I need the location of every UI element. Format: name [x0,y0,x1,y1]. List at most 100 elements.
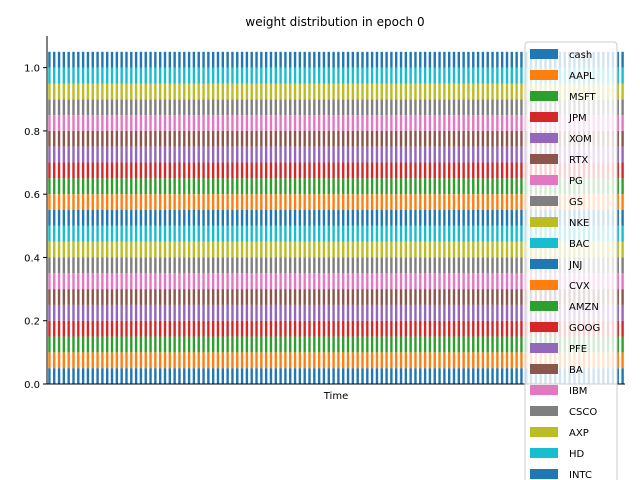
chart-title: weight distribution in epoch 0 [245,15,424,29]
bar-segment-pfe [115,146,119,163]
bar-segment-aapl [115,352,119,369]
bar-segment-xom [207,304,210,321]
bar-segment-axp [48,83,51,100]
bar-segment-rtx [216,289,220,305]
bar-stack [279,51,282,384]
bar-segment-jpm [245,320,249,337]
bar-segment-pg [298,273,302,290]
bar-segment-rtx [255,289,258,305]
bar-segment-jnj [289,210,292,226]
bar-segment-amzn [110,178,114,195]
bar-segment-rtx [96,289,99,305]
bar-segment-goog [62,162,66,179]
bar-segment-cash [496,368,499,384]
bar-segment-ibm [496,115,499,131]
bar-segment-bac [486,225,489,242]
bar-segment-ba [245,130,249,147]
bar-segment-aapl [279,352,282,369]
bar-segment-axp [423,83,427,100]
bar-segment-axp [308,83,311,100]
bar-segment-hd [486,67,489,84]
bar-segment-pfe [178,146,181,163]
bar-segment-jnj [120,210,123,226]
bar-segment-csco [313,99,316,116]
bar-segment-jpm [130,320,133,337]
bar-segment-goog [462,162,465,179]
bar-segment-ba [486,130,489,147]
bar-segment-cvx [81,194,85,210]
bar-segment-cvx [361,194,364,210]
bar-segment-pg [491,273,494,290]
bar-segment-axp [462,83,465,100]
bar-segment-xom [125,304,128,321]
bar-segment-gs [289,257,292,274]
bar-segment-nke [115,241,119,258]
bar-stack [616,51,619,384]
bar-segment-bac [245,225,249,242]
bar-segment-rtx [139,289,143,305]
bar-segment-ibm [433,115,436,131]
bar-segment-ibm [168,115,172,131]
bar-segment-msft [332,336,335,353]
bar-segment-intc [375,51,379,68]
bar-stack [337,51,340,384]
bar-segment-goog [467,162,470,179]
bar-stack [110,51,114,384]
bar-segment-jpm [53,320,56,337]
bar-segment-xom [106,304,109,321]
bar-segment-intc [207,51,210,68]
bar-segment-nke [101,241,104,258]
bar-segment-intc [211,51,215,68]
bar-segment-msft [616,336,619,353]
bar-segment-xom [178,304,181,321]
bar-segment-cash [332,368,335,384]
bar-segment-intc [510,51,514,68]
bar-segment-amzn [154,178,157,195]
bar-segment-goog [57,162,61,179]
bar-segment-ibm [106,115,109,131]
bar-segment-gs [226,257,229,274]
bar-segment-intc [72,51,75,68]
legend-label: BA [569,365,583,376]
bar-segment-rtx [399,289,403,305]
bar-segment-bac [423,225,427,242]
bar-segment-nke [144,241,147,258]
bar-segment-pfe [91,146,94,163]
bar-segment-aapl [236,352,239,369]
bar-segment-pg [346,273,350,290]
bar-segment-cash [293,368,297,384]
bar-segment-nke [467,241,470,258]
bar-stack [481,51,485,384]
bar-segment-cash [62,368,66,384]
bar-segment-cvx [284,194,287,210]
bar-segment-axp [433,83,436,100]
bar-segment-hd [298,67,302,84]
bar-segment-goog [284,162,287,179]
bar-segment-pfe [395,146,398,163]
bar-segment-gs [370,257,374,274]
y-tick-label: 0.2 [24,317,40,328]
bar-segment-hd [236,67,239,84]
bar-segment-ibm [125,115,128,131]
bar-segment-msft [510,336,514,353]
bar-segment-axp [101,83,104,100]
bar-segment-pg [245,273,249,290]
bar-segment-pg [404,273,408,290]
bar-segment-csco [438,99,441,116]
bar-segment-ba [472,130,475,147]
bar-segment-bac [240,225,244,242]
bar-segment-jpm [404,320,408,337]
bar-segment-amzn [361,178,364,195]
bar-stack [289,51,292,384]
bar-segment-cash [481,368,485,384]
bar-segment-amzn [395,178,398,195]
bar-stack [86,51,90,384]
bar-segment-jpm [419,320,422,337]
bar-segment-nke [414,241,417,258]
bar-segment-jpm [462,320,465,337]
bar-segment-pfe [443,146,446,163]
bar-segment-hd [399,67,403,84]
bar-segment-ibm [134,115,138,131]
bar-segment-ibm [231,115,234,131]
bar-segment-ibm [486,115,489,131]
